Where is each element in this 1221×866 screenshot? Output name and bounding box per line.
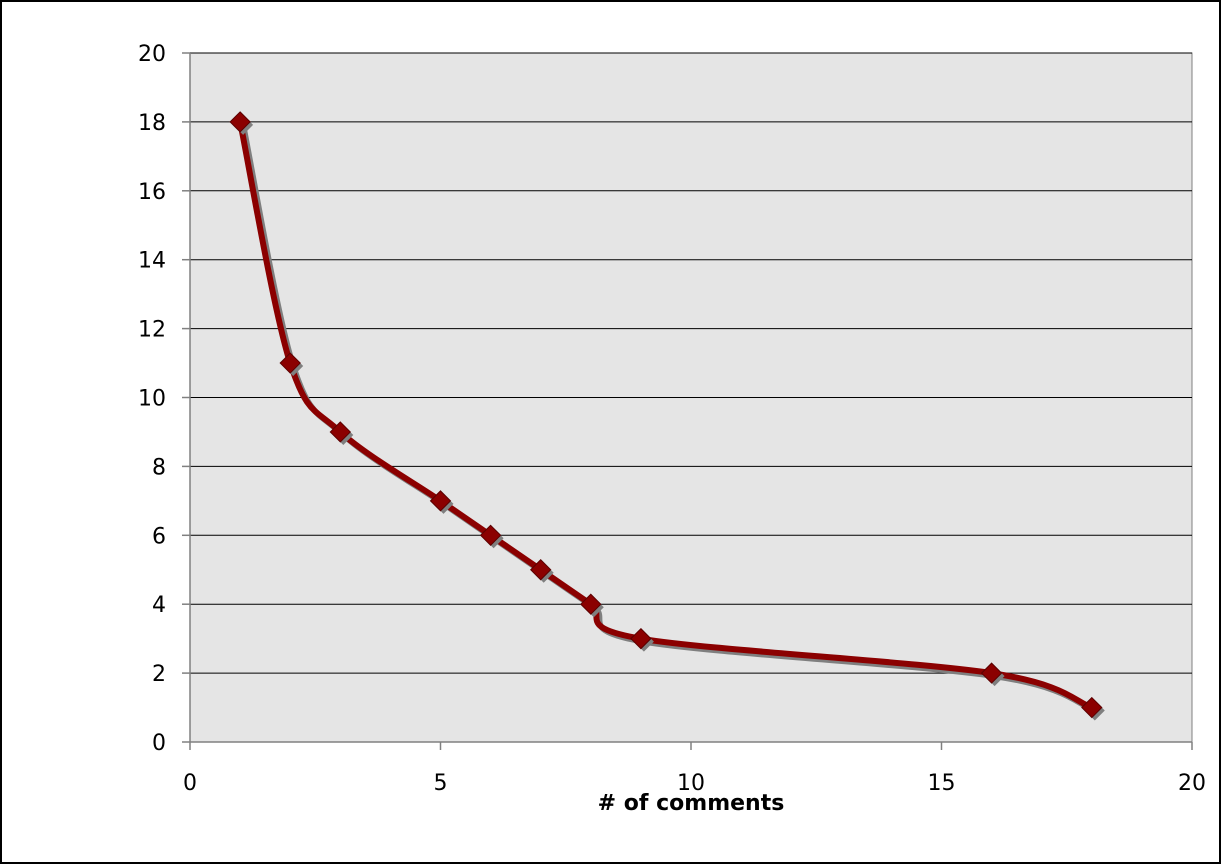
y-tick-label: 4 [152,593,166,618]
y-tick-label: 14 [138,249,166,274]
data-point [980,662,1003,684]
y-tick-label: 16 [138,180,166,205]
data-point [630,627,652,650]
data-markers [229,111,1105,721]
y-tick-label: 6 [152,524,166,549]
data-series [237,118,1098,714]
data-point [429,490,452,512]
data-point [329,421,352,443]
gridlines [190,52,1192,674]
y-tick-label: 0 [152,731,166,756]
data-point [229,111,251,133]
data-point [479,524,502,547]
y-tick-label: 20 [138,42,166,67]
tick-labels: 0 2 4 6 8 10 12 14 16 18 20 0 5 10 15 20 [138,42,1206,796]
x-tick-label: 10 [677,771,705,796]
y-tick-label: 10 [138,387,166,412]
series-line [237,118,1095,711]
y-tick-label: 18 [138,111,166,136]
axes [182,52,1193,750]
data-point [529,559,552,581]
x-tick-label: 20 [1178,771,1206,796]
data-point [580,593,602,615]
y-tick-label: 8 [152,455,166,480]
data-point [1081,696,1103,719]
x-tick-label: 15 [928,771,956,796]
y-tick-label: 12 [138,318,166,343]
data-point [279,352,301,374]
y-tick-label: 2 [152,662,166,687]
x-tick-label: 0 [183,771,197,796]
x-tick-label: 5 [434,771,448,796]
x-axis-title: # of comments [598,791,785,816]
